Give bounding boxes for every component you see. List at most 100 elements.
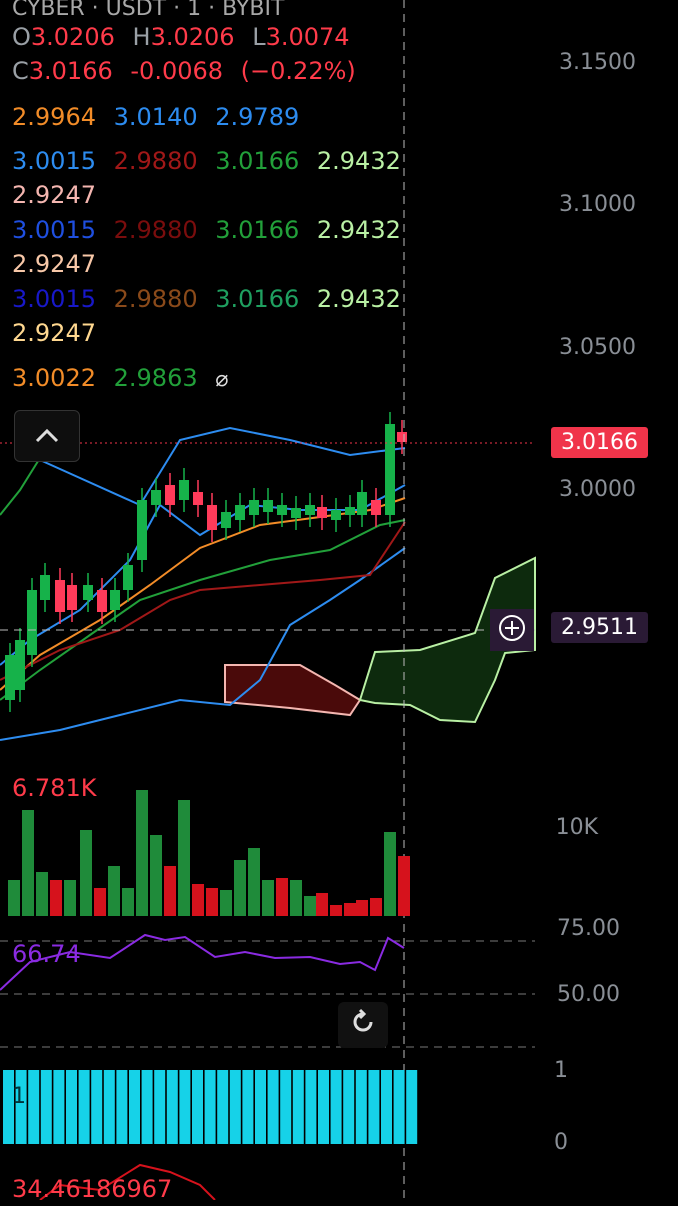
histogram-bar: [28, 1070, 40, 1144]
visibility-icon[interactable]: ⌀: [215, 367, 229, 392]
volume-bar: [276, 878, 288, 916]
candle-body: [345, 507, 355, 515]
bottom-axis-label: 1: [554, 1058, 568, 1083]
histogram-bar: [40, 1070, 52, 1144]
volume-bar: [262, 880, 274, 916]
bottom-indicator-label: 1: [12, 1084, 26, 1109]
candle-body: [67, 585, 77, 610]
volume-bar: [108, 866, 120, 916]
candle-body: [385, 424, 395, 515]
candle-body: [277, 505, 287, 515]
histogram-bar: [292, 1070, 304, 1144]
histogram-bar: [103, 1070, 115, 1144]
rotate-icon: [349, 1008, 377, 1043]
candle-body: [357, 492, 367, 515]
candle-body: [235, 505, 245, 520]
bollinger-mid-line: [0, 484, 406, 666]
histogram-bar: [91, 1070, 103, 1144]
histogram-bar: [53, 1070, 65, 1144]
histogram-bar: [192, 1070, 203, 1144]
candle-body: [263, 500, 273, 512]
volume-bar: [330, 905, 342, 916]
add-alert-button[interactable]: [490, 609, 534, 651]
volume-bar: [64, 880, 76, 916]
candle-body: [123, 565, 133, 590]
reset-chart-button[interactable]: [338, 1002, 388, 1048]
kumo-bullish: [358, 556, 536, 724]
histogram-bar: [116, 1070, 128, 1144]
bottom-indicator-value: 34.46186967: [12, 1175, 173, 1203]
candle-body: [193, 492, 203, 505]
volume-bar: [94, 888, 106, 916]
histogram-bar: [393, 1070, 405, 1144]
ichimoku-row-1: 3.0015 2.9880 3.0166 2.9432: [12, 147, 401, 175]
volume-bar: [356, 900, 368, 916]
volume-bar: [248, 848, 260, 916]
candle-body: [207, 505, 217, 530]
open-value: 3.0206: [30, 23, 115, 51]
candle-body: [151, 490, 161, 505]
volume-bar: [50, 880, 62, 916]
kumo-bearish: [224, 664, 362, 717]
histogram-bar: [305, 1070, 317, 1144]
ichimoku-row-3: 3.0015 2.9880 3.0166 2.9432: [12, 285, 401, 313]
candle-body: [97, 590, 107, 612]
candle-body: [137, 500, 147, 560]
volume-bar: [344, 903, 356, 916]
price-axis-label: 3.1500: [559, 50, 636, 75]
rsi-level-label: 50.00: [557, 982, 620, 1007]
histogram-bar: [78, 1070, 90, 1144]
histogram-bar: [318, 1070, 329, 1144]
candle-body: [83, 585, 93, 600]
collapse-legend-button[interactable]: [14, 410, 80, 462]
volume-bar: [164, 866, 176, 916]
ichimoku-row-3b: 2.9247: [12, 319, 96, 347]
candle-body: [305, 505, 315, 515]
volume-bar: [192, 884, 204, 916]
close-value: 3.0166: [28, 57, 113, 85]
low-value: 3.0074: [265, 23, 350, 51]
ohlc-row-2: C3.0166 -0.0068 (−0.22%): [12, 57, 356, 85]
histogram-bar: [267, 1070, 279, 1144]
ichimoku-row-2b: 2.9247: [12, 250, 96, 278]
current-price-tag: 3.0166: [551, 427, 648, 458]
volume-bar: [370, 898, 382, 916]
volume-bar: [304, 896, 316, 916]
bottom-line: [39, 1163, 216, 1200]
bollinger-lower-line: [0, 547, 406, 741]
volume-bar: [8, 880, 20, 916]
change-percent: (−0.22%): [240, 57, 356, 85]
chikou-line: [0, 457, 41, 516]
histogram-bar: [66, 1070, 77, 1144]
plus-circle-icon: [497, 613, 527, 647]
histogram-bar: [355, 1070, 367, 1144]
histogram-bar: [242, 1070, 254, 1144]
histogram-bar: [381, 1070, 392, 1144]
rsi-line: [0, 933, 405, 991]
change-value: -0.0068: [130, 57, 224, 85]
histogram-bar: [3, 1070, 14, 1144]
histogram-bar: [179, 1070, 191, 1144]
histogram-bar: [343, 1070, 355, 1144]
chevron-up-icon: [34, 421, 60, 451]
histogram-bar: [255, 1070, 266, 1144]
volume-bar: [178, 800, 190, 916]
candle-body: [291, 508, 301, 518]
histogram-bar: [15, 1070, 27, 1144]
volume-value: 6.781K: [12, 774, 97, 802]
candle-body: [331, 510, 341, 520]
rsi-value: 66.74: [12, 940, 81, 968]
candle-body: [179, 480, 189, 500]
histogram-bar: [129, 1070, 140, 1144]
volume-bar: [234, 860, 246, 916]
volume-axis-label: 10K: [555, 815, 598, 840]
volume-bar: [36, 872, 48, 916]
indicator-row-1: 2.9964 3.0140 2.9789: [12, 103, 300, 131]
volume-bar: [316, 893, 328, 916]
candle-body: [40, 575, 50, 600]
candle-body: [165, 485, 175, 505]
volume-bar: [220, 890, 232, 916]
ohlc-row-1: O3.0206 H3.0206 L3.0074: [12, 23, 350, 51]
candle-body: [397, 432, 407, 442]
